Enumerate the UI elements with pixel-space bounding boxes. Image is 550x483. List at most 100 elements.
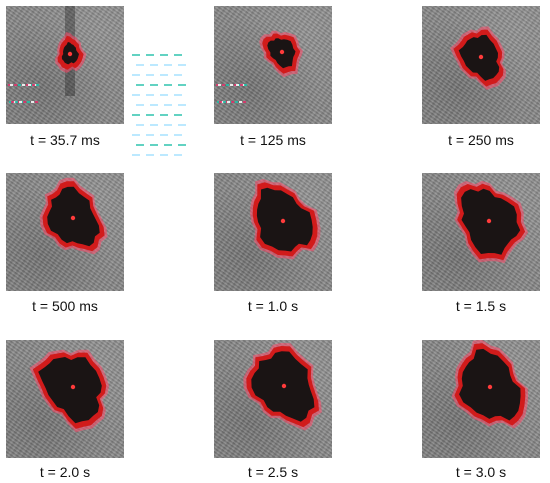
noise-speck <box>239 101 242 103</box>
artifact-dash <box>164 84 172 86</box>
noise-speck <box>31 101 34 103</box>
noise-speck <box>217 101 220 103</box>
artifact-dash <box>136 84 144 86</box>
spot-center-dot <box>478 54 484 60</box>
spot-graphic <box>243 342 322 431</box>
noise-speck <box>244 84 247 86</box>
artifact-dash <box>178 84 186 86</box>
image-panel-9 <box>422 340 540 458</box>
artifact-dash <box>132 94 140 96</box>
artifact-dash <box>178 144 186 146</box>
noise-speck <box>227 101 230 103</box>
image-panel-3 <box>422 6 540 124</box>
noise-speck <box>229 101 232 103</box>
noise-speck <box>240 84 243 86</box>
noise-speck <box>231 101 234 103</box>
noise-speck <box>218 84 221 86</box>
spot-center-dot <box>70 215 76 221</box>
artifact-dash <box>174 54 182 56</box>
spot-graphic <box>29 349 110 433</box>
noise-speck <box>21 101 24 103</box>
artifact-dash <box>164 104 172 106</box>
artifact-dash <box>146 94 154 96</box>
noise-speck <box>14 84 17 86</box>
scan-artifact <box>126 48 206 166</box>
artifact-dash <box>136 144 144 146</box>
spot-center-dot <box>279 49 285 55</box>
artifact-dash <box>150 64 158 66</box>
noise-speck <box>18 84 21 86</box>
spot-center-dot <box>487 384 493 390</box>
noise-speck <box>243 101 246 103</box>
noise-speck <box>216 84 219 86</box>
image-panel-8 <box>214 340 332 458</box>
noise-speck <box>36 84 39 86</box>
artifact-dash <box>160 54 168 56</box>
spot-core <box>38 357 102 424</box>
spot-core <box>256 187 313 252</box>
artifact-dash <box>174 94 182 96</box>
spot-graphic <box>39 177 108 255</box>
panel-7-caption: t = 2.0 s <box>39 464 91 480</box>
spot-core <box>459 348 521 421</box>
noise-speck <box>22 84 25 86</box>
panel-5-caption: t = 1.0 s <box>247 298 299 314</box>
artifact-dash <box>164 64 172 66</box>
noise-speck <box>221 101 224 103</box>
noise-speck <box>234 84 237 86</box>
noise-speck <box>19 101 22 103</box>
noise-speck <box>27 101 30 103</box>
image-panel-1 <box>6 6 124 124</box>
noise-speck <box>17 101 20 103</box>
noise-speck <box>30 84 33 86</box>
artifact-dash <box>132 134 140 136</box>
artifact-dash <box>160 94 168 96</box>
artifact-dash <box>160 154 168 156</box>
artifact-dash <box>146 154 154 156</box>
noise-speck <box>23 101 26 103</box>
spot-center-dot <box>486 218 492 224</box>
noise-speck <box>223 101 226 103</box>
image-panel-7 <box>6 340 124 458</box>
spot-graphic <box>250 179 321 260</box>
panel-1-caption: t = 35.7 ms <box>30 132 100 148</box>
scan-artifact-graphic <box>132 54 186 156</box>
noise-speck <box>238 84 241 86</box>
spot-center-dot <box>280 218 286 224</box>
artifact-dash <box>174 114 182 116</box>
spot-graphic <box>454 180 529 264</box>
noise-speck <box>235 101 238 103</box>
artifact-dash <box>174 154 182 156</box>
spot-graphic <box>216 30 303 103</box>
noise-speck <box>242 84 245 86</box>
spot-center-dot <box>281 383 287 389</box>
noise-speck <box>10 84 13 86</box>
artifact-dash <box>150 144 158 146</box>
artifact-dash <box>174 74 182 76</box>
noise-speck <box>11 101 14 103</box>
noise-speck <box>226 84 229 86</box>
artifact-dash <box>160 134 168 136</box>
artifact-dash <box>150 84 158 86</box>
noise-speck <box>9 101 12 103</box>
spot-center-dot <box>70 384 76 390</box>
artifact-dash <box>146 74 154 76</box>
noise-speck <box>32 84 35 86</box>
artifact-dash <box>132 154 140 156</box>
panel-9-caption: t = 3.0 s <box>455 464 507 480</box>
artifact-dash <box>132 114 140 116</box>
spot-core <box>458 34 500 81</box>
noise-speck <box>219 101 222 103</box>
artifact-dash <box>136 104 144 106</box>
noise-speck <box>225 101 228 103</box>
artifact-dash <box>146 114 154 116</box>
noise-speck <box>15 101 18 103</box>
artifact-dash <box>178 124 186 126</box>
noise-speck <box>35 101 38 103</box>
noise-speck <box>13 101 16 103</box>
noise-speck <box>26 84 29 86</box>
noise-speck <box>236 84 239 86</box>
panel-4-caption: t = 500 ms <box>32 298 98 314</box>
artifact-dash <box>164 144 172 146</box>
artifact-dash <box>178 104 186 106</box>
